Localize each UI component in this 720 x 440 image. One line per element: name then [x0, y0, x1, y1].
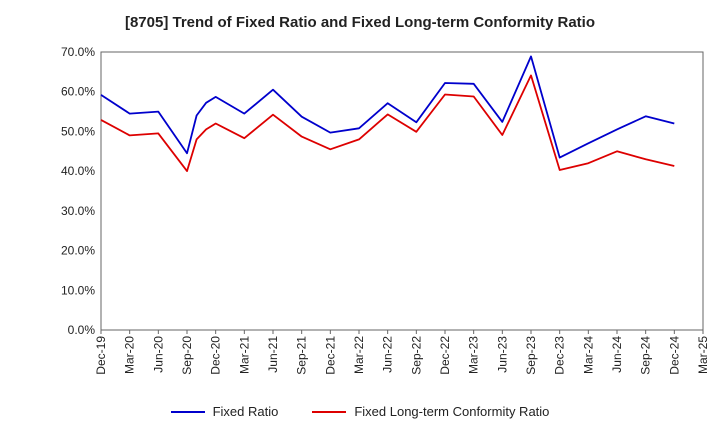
x-tick-label: Mar-21	[237, 336, 251, 374]
x-tick-label: Sep-21	[295, 336, 309, 375]
x-tick-label: Sep-23	[524, 336, 538, 375]
legend-swatch-fixed-ratio	[170, 410, 205, 413]
series-lines	[100, 55, 675, 173]
y-tick-label: 20.0%	[61, 244, 95, 258]
y-tick-label: 0.0%	[68, 323, 96, 337]
x-tick-label: Dec-20	[209, 336, 223, 375]
x-tick-label: Dec-21	[323, 336, 337, 375]
chart-title: [8705] Trend of Fixed Ratio and Fixed Lo…	[124, 14, 596, 31]
x-tick-label: Sep-22	[409, 336, 423, 375]
x-tick-label: Jun-21	[266, 336, 280, 373]
legend: Fixed Ratio Fixed Long-term Conformity R…	[0, 404, 720, 419]
legend-swatch-conformity-ratio	[312, 410, 347, 413]
x-tick-label: Dec-19	[94, 336, 108, 375]
y-tick-label: 30.0%	[61, 204, 95, 218]
series-line-fixed-ratio	[100, 55, 675, 159]
y-tick-label: 50.0%	[61, 124, 95, 138]
legend-item-conformity-ratio: Fixed Long-term Conformity Ratio	[312, 404, 549, 419]
x-tick-label: Mar-25	[696, 336, 710, 374]
line-chart: 0.0%10.0%20.0%30.0%40.0%50.0%60.0%70.0% …	[61, 45, 710, 375]
x-tick-label: Dec-23	[553, 336, 567, 375]
x-tick-label: Jun-23	[495, 336, 509, 373]
x-tick-label: Mar-23	[467, 336, 481, 374]
x-tick-label: Dec-22	[438, 336, 452, 375]
plot-area	[100, 51, 704, 331]
x-tick-label: Mar-20	[123, 336, 137, 374]
legend-item-fixed-ratio: Fixed Ratio	[170, 404, 279, 419]
x-tick-label: Mar-22	[352, 336, 366, 374]
y-tick-label: 70.0%	[61, 45, 95, 59]
axes	[100, 51, 704, 334]
x-tick-label: Sep-24	[639, 336, 653, 375]
y-tick-label: 60.0%	[61, 85, 95, 99]
series-line-conformity-ratio	[100, 74, 675, 173]
y-tick-label: 40.0%	[61, 164, 95, 178]
x-tick-label: Jun-22	[381, 336, 395, 373]
legend-label-fixed-ratio: Fixed Ratio	[212, 404, 279, 419]
y-tick-labels: 0.0% 10.0% 20.0% 30.0% 40.0% 50.0% 60.0% 70.0%	[61, 45, 95, 337]
x-tick-label: Dec-24	[667, 336, 681, 375]
x-tick-label: Jun-24	[610, 336, 624, 373]
y-tick-label: 10.0%	[61, 283, 95, 297]
legend-label-conformity-ratio: Fixed Long-term Conformity Ratio	[354, 404, 550, 419]
x-tick-label: Mar-24	[581, 336, 595, 374]
x-tick-label: Jun-20	[151, 336, 165, 373]
x-tick-label: Sep-20	[180, 336, 194, 375]
x-tick-labels: Dec-19 Mar-20 Jun-20 Sep-20 Dec-20 Mar-21 Jun-…	[94, 336, 710, 375]
